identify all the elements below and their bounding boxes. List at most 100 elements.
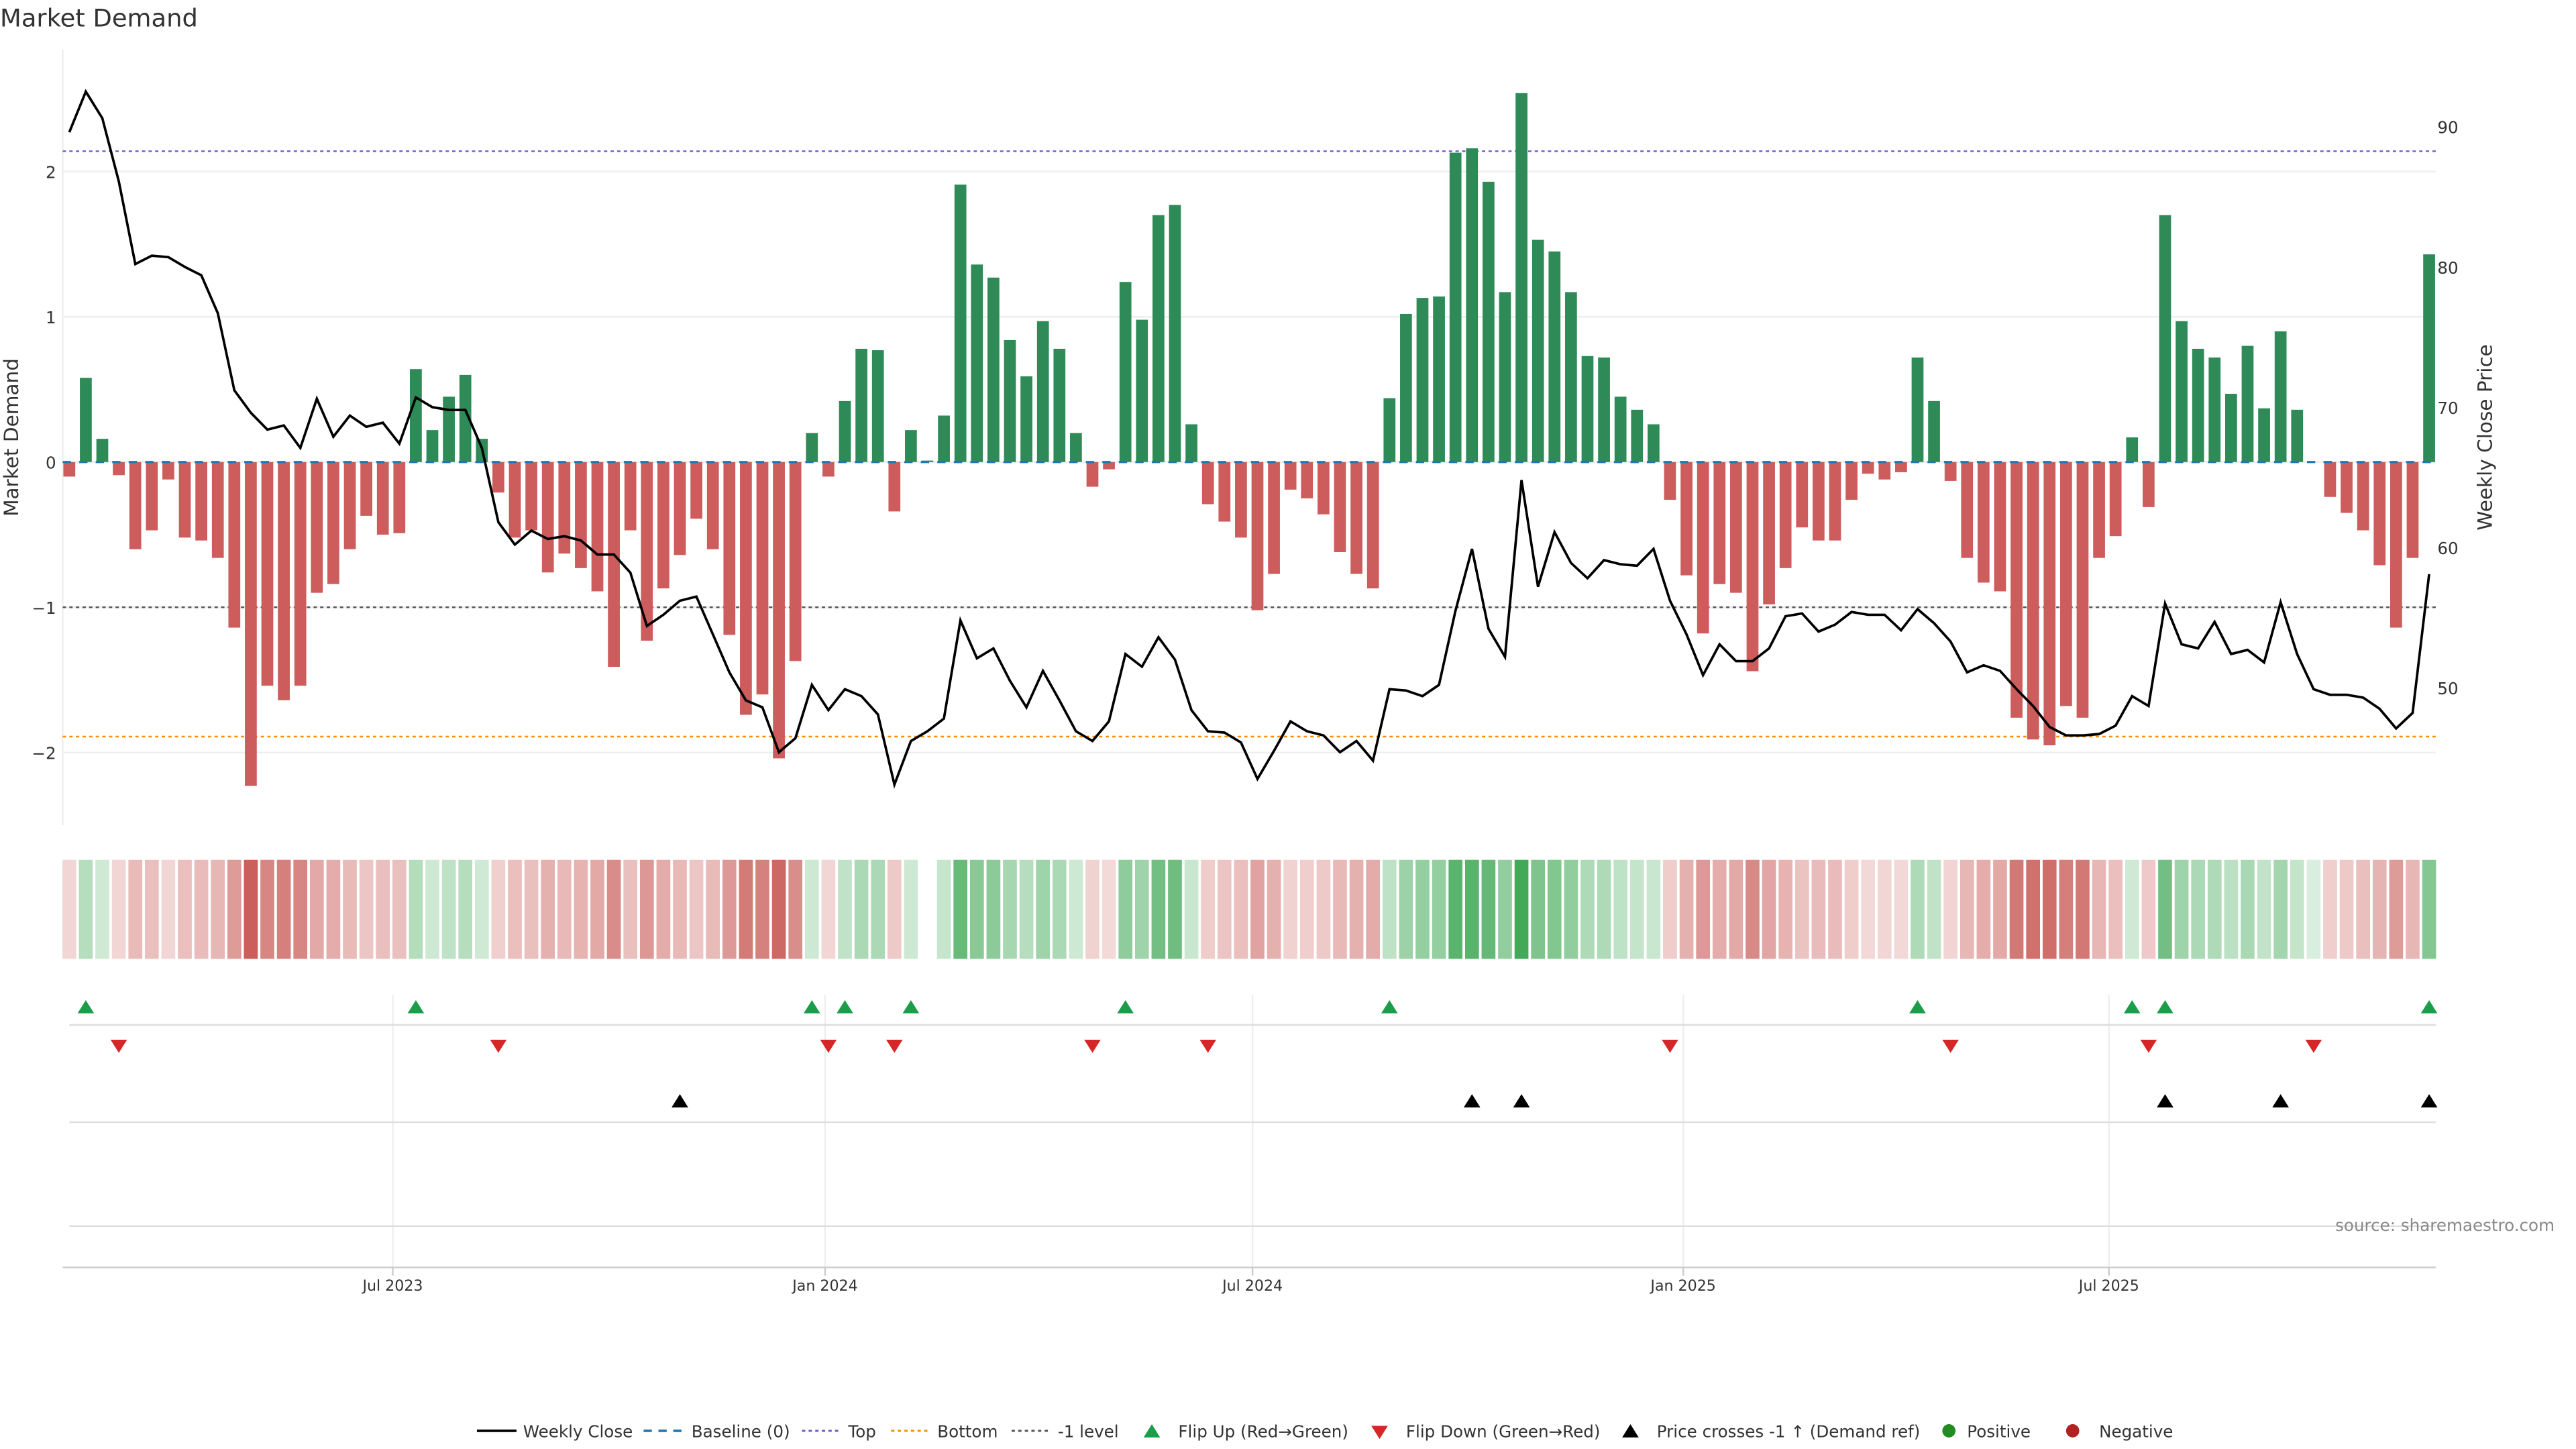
demand-bar xyxy=(1103,462,1115,470)
heatmap-cell xyxy=(194,859,209,959)
demand-bar xyxy=(1251,462,1264,610)
heatmap-cell xyxy=(508,859,522,959)
price-cross-marker xyxy=(2272,1094,2289,1108)
demand-bar xyxy=(162,462,174,480)
heatmap-cell xyxy=(1729,859,1743,959)
y-tick-label: 1 xyxy=(46,308,56,327)
heatmap-cell xyxy=(1580,859,1595,959)
demand-bar xyxy=(756,462,769,695)
heatmap-cell xyxy=(2356,859,2370,959)
demand-bar xyxy=(1499,292,1511,462)
heatmap-cell xyxy=(2125,859,2139,959)
flip-down-marker xyxy=(885,1039,903,1053)
demand-bar xyxy=(426,430,439,462)
demand-bar xyxy=(327,462,339,584)
demand-bar xyxy=(1416,298,1429,462)
demand-bar xyxy=(1928,400,1940,462)
heatmap-cell xyxy=(260,859,274,959)
y2-axis-label: Weekly Close Price xyxy=(2474,344,2497,531)
heatmap-cell xyxy=(1547,859,1562,959)
legend-price-cross: Price crosses -1 ↑ (Demand ref) xyxy=(1657,1422,1921,1442)
flip-down-marker xyxy=(1199,1039,1216,1053)
heatmap-cell xyxy=(458,859,473,959)
demand-bar xyxy=(954,184,967,462)
demand-bar xyxy=(2291,409,2304,462)
demand-bar xyxy=(1268,462,1280,574)
heatmap-cell xyxy=(1911,859,1925,959)
demand-bar xyxy=(311,462,323,593)
heatmap-cell xyxy=(1267,859,1281,959)
heatmap-cell xyxy=(1811,859,1826,959)
heatmap-cell xyxy=(1316,859,1331,959)
flip-down-marker xyxy=(2305,1039,2322,1053)
demand-bar xyxy=(1301,462,1313,498)
heatmap-cell xyxy=(211,859,225,959)
heatmap-cell xyxy=(1234,859,1248,959)
legend-positive: Positive xyxy=(1967,1422,2031,1442)
demand-bar xyxy=(1878,462,1891,480)
demand-bars xyxy=(63,93,2435,786)
heatmap-cell xyxy=(904,859,918,959)
demand-bar xyxy=(2390,462,2402,628)
chart-title: Market Demand xyxy=(0,3,198,32)
heatmap-cell xyxy=(1036,859,1051,959)
demand-bar xyxy=(1383,398,1396,462)
heatmap-cell xyxy=(953,859,968,959)
demand-bar xyxy=(575,462,587,568)
demand-bar xyxy=(1746,462,1759,672)
heatmap-cell xyxy=(788,859,803,959)
flip-up-icon xyxy=(1143,1424,1161,1438)
heatmap-cell xyxy=(1828,859,1842,959)
demand-bar xyxy=(2324,462,2337,497)
flip-markers-panel xyxy=(69,1000,2438,1053)
heatmap-cell xyxy=(557,859,572,959)
heatmap-cell xyxy=(1762,859,1776,959)
flip-down-icon xyxy=(1371,1426,1388,1440)
flip-down-marker xyxy=(110,1039,127,1053)
demand-bar xyxy=(1565,292,1577,462)
demand-bar xyxy=(63,462,76,477)
heatmap-cell xyxy=(1349,859,1364,959)
heatmap-cell xyxy=(606,859,621,959)
heatmap-cell xyxy=(1481,859,1496,959)
heatmap-cell xyxy=(1118,859,1133,959)
heatmap-cell xyxy=(1746,859,1760,959)
heatmap-cell xyxy=(706,859,720,959)
heatmap-cell xyxy=(1069,859,1083,959)
demand-bar xyxy=(1581,356,1594,462)
heatmap-cell xyxy=(425,859,439,959)
heatmap-cell xyxy=(1794,859,1809,959)
heatmap-cell xyxy=(2422,859,2436,959)
heatmap-cell xyxy=(1993,859,2007,959)
heatmap-cell xyxy=(1366,859,1381,959)
demand-bar xyxy=(2373,462,2386,566)
negative-dot-icon xyxy=(2065,1424,2080,1438)
heatmap-cell xyxy=(1861,859,1876,959)
demand-bar xyxy=(773,462,785,759)
heatmap-cell xyxy=(1003,859,1017,959)
demand-bar xyxy=(839,400,851,462)
demand-bar xyxy=(492,462,504,493)
heatmap-cell xyxy=(574,859,588,959)
demand-bar xyxy=(674,462,686,555)
y-tick-label: −2 xyxy=(32,744,56,763)
demand-bar xyxy=(261,462,274,686)
heatmap-cell xyxy=(1778,859,1793,959)
demand-bar xyxy=(905,430,917,462)
demand-bar xyxy=(789,462,802,661)
demand-bar xyxy=(2043,462,2056,745)
y2-tick-label: 80 xyxy=(2437,258,2458,278)
heatmap-cell xyxy=(639,859,654,959)
demand-bar xyxy=(1631,409,1644,462)
heatmap-cell xyxy=(722,859,737,959)
demand-bar xyxy=(1978,462,1990,583)
flip-down-marker xyxy=(1942,1039,1959,1053)
demand-bar xyxy=(822,462,835,477)
heatmap-cell xyxy=(887,859,902,959)
price-cross-marker xyxy=(672,1094,688,1108)
heatmap-cell xyxy=(2290,859,2304,959)
heatmap-cell xyxy=(739,859,753,959)
x-tick-label: Jan 2024 xyxy=(791,1277,857,1295)
heatmap-cell xyxy=(1646,859,1661,959)
heatmap-cell xyxy=(276,859,291,959)
